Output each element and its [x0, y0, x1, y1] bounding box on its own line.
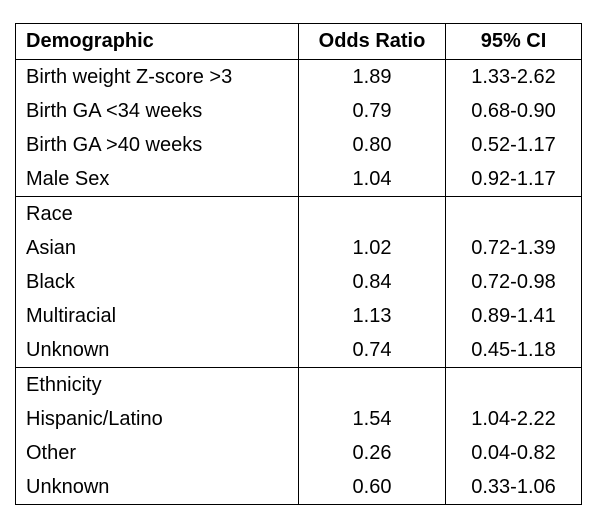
row-label: Male Sex — [15, 162, 299, 197]
ci-value: 0.92-1.17 — [445, 162, 582, 197]
table-row: Black 0.84 0.72-0.98 — [15, 265, 582, 299]
odds-ratio-value: 0.80 — [298, 128, 446, 162]
row-label: Asian — [15, 231, 299, 265]
odds-ratio-value: 0.84 — [298, 265, 446, 299]
ci-value: 0.72-0.98 — [445, 265, 582, 299]
ci-value: 1.33-2.62 — [445, 59, 582, 94]
column-header-odds-ratio: Odds Ratio — [298, 23, 446, 60]
ci-value: 0.52-1.17 — [445, 128, 582, 162]
odds-ratio-value: 0.26 — [298, 436, 446, 470]
table-row: Birth weight Z-score >3 1.89 1.33-2.62 — [15, 59, 582, 94]
row-label: Birth GA >40 weeks — [15, 128, 299, 162]
row-label: Birth weight Z-score >3 — [15, 59, 299, 94]
row-label: Other — [15, 436, 299, 470]
column-header-demographic: Demographic — [15, 23, 299, 60]
odds-ratio-value: 0.79 — [298, 94, 446, 128]
row-label: Hispanic/Latino — [15, 402, 299, 436]
empty-cell — [445, 367, 582, 402]
table-row: Hispanic/Latino 1.54 1.04-2.22 — [15, 402, 582, 436]
odds-ratio-value: 1.04 — [298, 162, 446, 197]
row-label: Multiracial — [15, 299, 299, 333]
table-row: Birth GA >40 weeks 0.80 0.52-1.17 — [15, 128, 582, 162]
ci-value: 1.04-2.22 — [445, 402, 582, 436]
row-label: Birth GA <34 weeks — [15, 94, 299, 128]
section-title-ethnicity: Ethnicity — [15, 367, 299, 402]
table-row: Asian 1.02 0.72-1.39 — [15, 231, 582, 265]
odds-ratio-value: 1.89 — [298, 59, 446, 94]
section-header-row: Ethnicity — [15, 367, 582, 402]
ci-value: 0.89-1.41 — [445, 299, 582, 333]
row-label: Black — [15, 265, 299, 299]
empty-cell — [445, 196, 582, 231]
table-row: Unknown 0.60 0.33-1.06 — [15, 470, 582, 505]
ci-value: 0.72-1.39 — [445, 231, 582, 265]
odds-ratio-value: 1.02 — [298, 231, 446, 265]
section-header-row: Race — [15, 196, 582, 231]
empty-cell — [298, 367, 446, 402]
table-row: Multiracial 1.13 0.89-1.41 — [15, 299, 582, 333]
table-header-row: Demographic Odds Ratio 95% CI — [15, 23, 582, 60]
empty-cell — [298, 196, 446, 231]
odds-ratio-value: 0.60 — [298, 470, 446, 505]
ci-value: 0.33-1.06 — [445, 470, 582, 505]
row-label: Unknown — [15, 470, 299, 505]
section-title-race: Race — [15, 196, 299, 231]
ci-value: 0.68-0.90 — [445, 94, 582, 128]
table-row: Birth GA <34 weeks 0.79 0.68-0.90 — [15, 94, 582, 128]
odds-ratio-table: Demographic Odds Ratio 95% CI Birth weig… — [15, 23, 582, 505]
odds-ratio-value: 1.54 — [298, 402, 446, 436]
odds-ratio-value: 1.13 — [298, 299, 446, 333]
row-label: Unknown — [15, 333, 299, 368]
table-row: Unknown 0.74 0.45-1.18 — [15, 333, 582, 368]
column-header-ci: 95% CI — [445, 23, 582, 60]
ci-value: 0.45-1.18 — [445, 333, 582, 368]
ci-value: 0.04-0.82 — [445, 436, 582, 470]
odds-ratio-value: 0.74 — [298, 333, 446, 368]
table-row: Male Sex 1.04 0.92-1.17 — [15, 162, 582, 197]
table-row: Other 0.26 0.04-0.82 — [15, 436, 582, 470]
